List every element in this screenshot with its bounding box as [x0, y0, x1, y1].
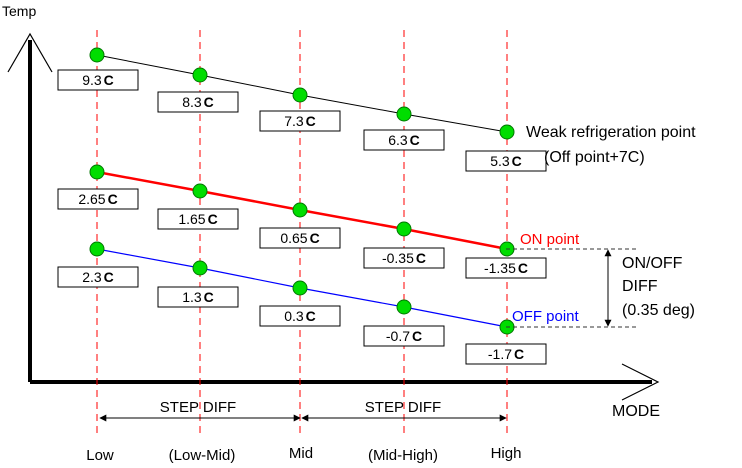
weak-marker-2 — [292, 87, 308, 103]
diff-label-line3: (0.35 deg) — [622, 302, 695, 319]
weak-marker-4 — [499, 124, 515, 140]
mode-labels: Low (Low-Mid) Mid (Mid-High) High — [86, 445, 521, 464]
on-marker-2 — [292, 202, 308, 218]
weak-value-box-2 — [259, 110, 341, 132]
weak-value-3: 6.3 C — [388, 132, 420, 148]
on-value-3: -0.35 C — [382, 250, 426, 266]
mode-label-high: High — [491, 445, 522, 462]
mode-label-low: Low — [86, 447, 114, 464]
on-point-label: ON point — [520, 231, 580, 248]
line-labels: Weak refrigeration point (Off point+7C) … — [512, 124, 696, 325]
weak-value-box-0 — [57, 69, 139, 91]
on-marker-1 — [192, 183, 208, 199]
diff-label-line2: DIFF — [622, 278, 658, 295]
off-point-label: OFF point — [512, 308, 580, 325]
off-marker-1 — [192, 260, 208, 276]
weak-marker-3 — [396, 106, 412, 122]
on-value-0: 2.65 C — [78, 191, 117, 207]
step-diff-label-2: STEP DIFF — [365, 399, 441, 416]
on-series: 2.65 C 1.65 C 0.65 C -0.35 C -1.35 C — [57, 164, 547, 279]
off-value-4: -1.7 C — [488, 346, 524, 362]
off-value-2: 0.3 C — [284, 308, 316, 324]
y-axis-arrowhead — [7, 32, 53, 73]
x-axis-label: MODE — [612, 403, 660, 420]
weak-series: 9.3 C 8.3 C 7.3 C 6.3 C 5.3 C — [57, 47, 547, 172]
weak-point-sublabel: (Off point+7C) — [544, 149, 645, 166]
diff-label-line1: ON/OFF — [622, 255, 683, 272]
weak-value-0: 9.3 C — [82, 72, 114, 88]
weak-value-1: 8.3 C — [182, 94, 214, 110]
off-value-box-0 — [57, 266, 139, 288]
step-diff-group: STEP DIFF STEP DIFF — [99, 399, 507, 422]
mode-label-mid-high: (Mid-High) — [368, 447, 438, 464]
step-diff-label-1: STEP DIFF — [160, 399, 236, 416]
on-value-box-3 — [363, 247, 445, 269]
off-value-box-3 — [363, 325, 445, 347]
mode-label-mid: Mid — [289, 445, 313, 462]
weak-marker-0 — [89, 47, 105, 63]
off-value-box-1 — [157, 286, 239, 308]
on-value-box-4 — [465, 257, 547, 279]
off-value-1: 1.3 C — [182, 289, 214, 305]
mode-label-low-mid: (Low-Mid) — [169, 447, 236, 464]
on-value-box-0 — [57, 188, 139, 210]
on-value-box-2 — [259, 227, 341, 249]
weak-value-box-3 — [363, 129, 445, 151]
weak-value-box-4 — [465, 150, 547, 172]
off-value-3: -0.7 C — [386, 328, 422, 344]
off-marker-2 — [292, 280, 308, 296]
off-marker-0 — [89, 241, 105, 257]
off-value-0: 2.3 C — [82, 269, 114, 285]
series-group: 9.3 C 8.3 C 7.3 C 6.3 C 5.3 C 2.65 C 1.65 C 0.65 C -0.35… — [57, 47, 547, 365]
on-value-4: -1.35 C — [484, 260, 528, 276]
on-value-1: 1.65 C — [178, 211, 217, 227]
on-marker-3 — [396, 221, 412, 237]
x-axis-arrowhead — [621, 363, 660, 401]
off-marker-3 — [396, 299, 412, 315]
off-series: 2.3 C 1.3 C 0.3 C -0.7 C -1.7 C — [57, 241, 547, 365]
y-axis-label: Temp — [2, 3, 36, 19]
on-value-box-1 — [157, 208, 239, 230]
on-value-2: 0.65 C — [280, 230, 319, 246]
diff-annotation: ON/OFF DIFF (0.35 deg) — [506, 248, 695, 328]
off-value-box-4 — [465, 343, 547, 365]
weak-marker-1 — [192, 67, 208, 83]
weak-value-2: 7.3 C — [284, 113, 316, 129]
weak-point-label: Weak refrigeration point — [526, 124, 696, 141]
weak-value-4: 5.3 C — [490, 153, 522, 169]
off-value-box-2 — [259, 305, 341, 327]
weak-value-box-1 — [157, 91, 239, 113]
on-marker-0 — [89, 164, 105, 180]
axes: Temp MODE — [2, 3, 660, 420]
